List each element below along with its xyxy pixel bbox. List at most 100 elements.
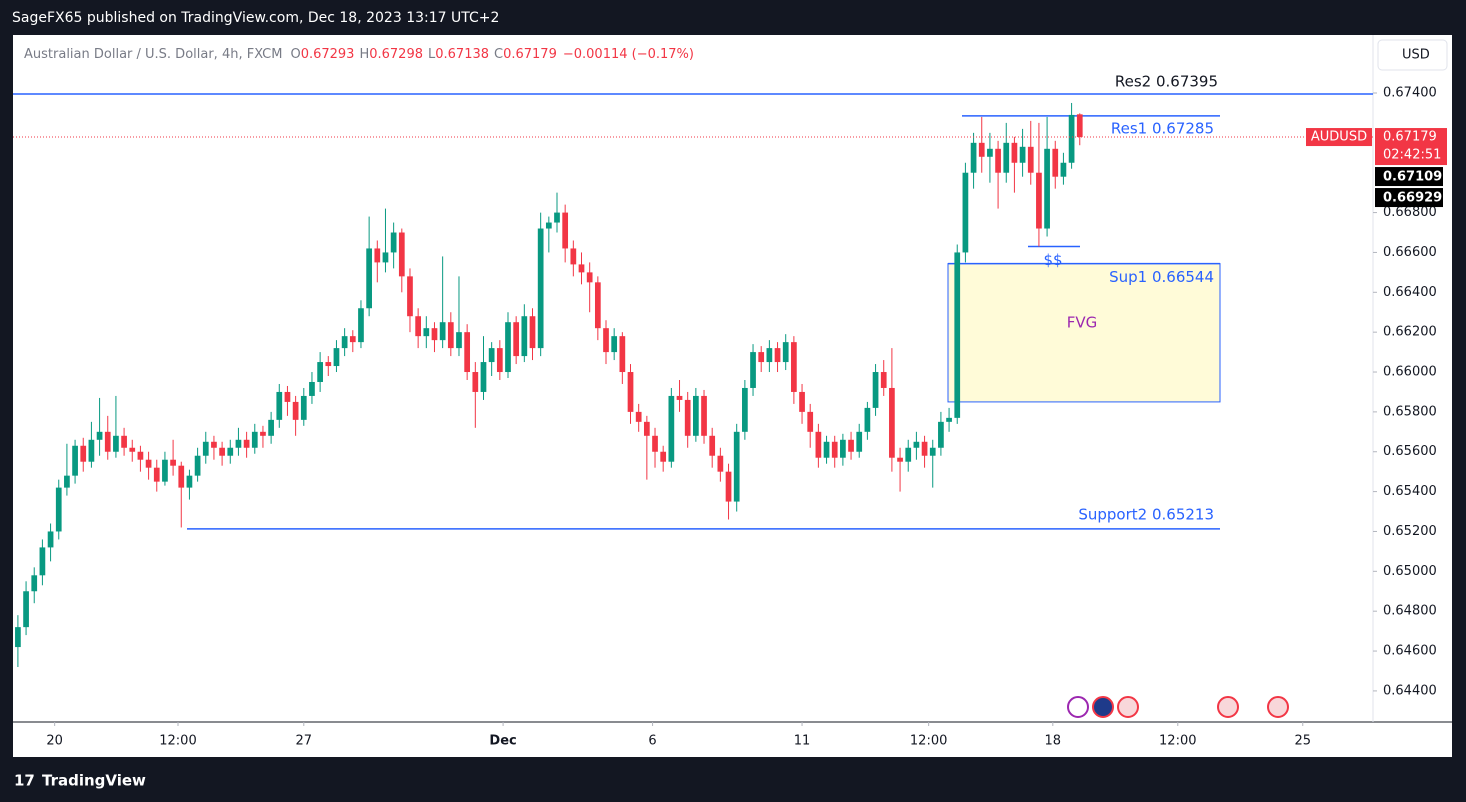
event-icons bbox=[1067, 696, 1289, 718]
candle-body bbox=[733, 431, 740, 502]
candle-body bbox=[300, 395, 307, 420]
marker-label: 0.66929 bbox=[1383, 191, 1442, 206]
ticker-label: AUDUSD bbox=[1311, 130, 1367, 145]
y-tick-label: 0.65000 bbox=[1383, 564, 1437, 579]
candle-body bbox=[104, 431, 111, 452]
candle-body bbox=[619, 336, 626, 373]
candle-body bbox=[496, 348, 503, 373]
liquidity-label: $$ bbox=[1043, 251, 1062, 269]
candle-body bbox=[570, 248, 577, 265]
candle-body bbox=[905, 447, 912, 462]
event-icon[interactable] bbox=[1217, 696, 1239, 718]
candle-body bbox=[758, 352, 765, 363]
legend-key: L bbox=[428, 47, 436, 62]
candle-body bbox=[447, 322, 454, 349]
candle-body bbox=[162, 459, 168, 482]
y-tick-label: 0.66800 bbox=[1383, 205, 1437, 220]
candle-body bbox=[505, 322, 511, 373]
candle-body bbox=[276, 391, 283, 420]
legend-value: 0.67179 bbox=[503, 47, 557, 62]
candle-body bbox=[64, 475, 70, 488]
candle-body bbox=[815, 431, 822, 458]
candle-body bbox=[921, 441, 928, 456]
price-badge-label: 0.67179 bbox=[1383, 130, 1437, 145]
candle-body bbox=[260, 431, 266, 436]
candle-body bbox=[113, 435, 119, 452]
candle-body bbox=[513, 322, 520, 357]
candle-body bbox=[211, 441, 217, 448]
candle-body bbox=[962, 172, 969, 253]
level-label: Res2 0.67395 bbox=[1115, 72, 1218, 90]
legend-key: C bbox=[494, 47, 503, 62]
candle-body bbox=[382, 252, 389, 263]
candle-body bbox=[1027, 146, 1034, 173]
x-tick-label: 6 bbox=[648, 734, 656, 749]
candle-body bbox=[946, 417, 952, 422]
candle-body bbox=[349, 336, 356, 343]
legend-value: 0.67293 bbox=[301, 47, 355, 62]
candle-body bbox=[170, 459, 176, 466]
candle-body bbox=[472, 372, 479, 392]
candle-body bbox=[243, 439, 250, 448]
candle-body bbox=[178, 465, 185, 488]
candle-body bbox=[366, 248, 372, 309]
candle-body bbox=[545, 222, 552, 229]
y-tick-label: 0.66600 bbox=[1383, 245, 1437, 260]
y-tick-label: 0.65400 bbox=[1383, 484, 1437, 499]
candle-body bbox=[96, 431, 103, 440]
candle-body bbox=[480, 362, 487, 392]
candle-body bbox=[31, 575, 38, 592]
x-tick-label: 12:00 bbox=[910, 734, 947, 749]
candle-body bbox=[782, 342, 789, 363]
candle-body bbox=[521, 316, 528, 357]
candle-body bbox=[889, 387, 895, 458]
publish-info: SageFX65 published on TradingView.com, D… bbox=[12, 10, 499, 26]
candle-body bbox=[268, 419, 274, 436]
candle-body bbox=[995, 148, 1001, 173]
y-tick-label: 0.66200 bbox=[1383, 325, 1437, 340]
candle-body bbox=[292, 401, 299, 420]
candle-body bbox=[1068, 114, 1075, 163]
candle-body bbox=[660, 451, 667, 462]
candle-body bbox=[880, 372, 887, 388]
candle-body bbox=[333, 348, 340, 367]
candle-body bbox=[55, 487, 62, 532]
event-icon[interactable] bbox=[1067, 696, 1089, 718]
currency[interactable]: USD bbox=[1402, 48, 1430, 63]
candle-body bbox=[194, 455, 201, 476]
candle-body bbox=[929, 447, 936, 456]
event-icon[interactable] bbox=[1092, 696, 1114, 718]
candle-body bbox=[799, 391, 805, 412]
candle-body bbox=[652, 435, 658, 452]
y-tick-label: 0.64800 bbox=[1383, 604, 1437, 619]
candle-body bbox=[358, 308, 364, 343]
chart-panel bbox=[13, 35, 1452, 757]
event-icon[interactable] bbox=[1117, 696, 1139, 718]
currency-button[interactable] bbox=[1377, 39, 1448, 71]
legend-change: −0.00114 (−0.17%) bbox=[563, 47, 694, 62]
candle-body bbox=[856, 431, 863, 452]
candle-body bbox=[635, 411, 642, 422]
candle-body bbox=[897, 457, 903, 462]
candle-body bbox=[848, 439, 854, 452]
x-tick-label: 25 bbox=[1294, 734, 1311, 749]
y-tick-label: 0.66400 bbox=[1383, 285, 1437, 300]
candle-body bbox=[186, 475, 193, 488]
candle-body bbox=[978, 142, 985, 157]
candle-body bbox=[129, 447, 136, 452]
candle-body bbox=[423, 328, 430, 337]
candle-body bbox=[970, 142, 977, 173]
candle-body bbox=[39, 547, 46, 576]
candle-body bbox=[578, 264, 585, 273]
candle-body bbox=[431, 328, 438, 341]
candle-body bbox=[1011, 142, 1018, 163]
candle-body bbox=[15, 627, 21, 648]
event-icon[interactable] bbox=[1267, 696, 1289, 718]
legend-key: H bbox=[359, 47, 369, 62]
candle-body bbox=[284, 391, 291, 402]
marker-badge bbox=[1375, 188, 1443, 208]
y-tick-label: 0.64400 bbox=[1383, 683, 1437, 698]
candle-body bbox=[603, 328, 609, 353]
candle-body bbox=[627, 372, 634, 412]
level-label: Res1 0.67285 bbox=[1111, 119, 1214, 137]
